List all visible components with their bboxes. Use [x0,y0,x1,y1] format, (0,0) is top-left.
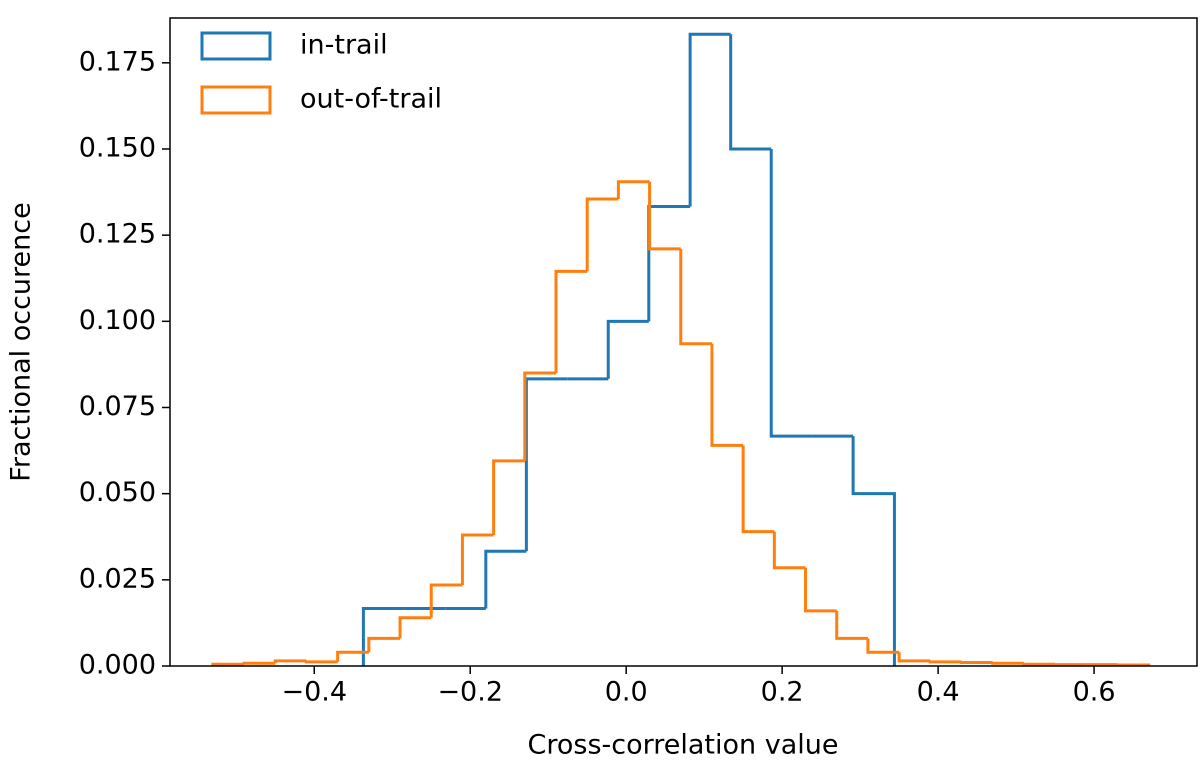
histogram-bin [367,636,401,653]
histogram-bin [866,638,900,654]
y-tick-label: 0.125 [79,219,156,250]
histogram-bin [851,436,896,666]
x-tick-label: 0.2 [761,677,804,708]
y-tick-label: 0.025 [79,563,156,594]
histogram-bin [769,148,813,438]
histogram-bin [960,661,993,665]
x-tick-label: 0.4 [917,677,960,708]
x-tick-label: 0.6 [1073,677,1116,708]
x-tick-label: −0.4 [281,677,347,708]
histogram-bin [304,660,338,664]
histogram-bin [585,197,619,272]
y-tick-label: 0.150 [79,132,156,163]
x-tick-label: −0.2 [437,677,503,708]
histogram-bin [523,371,557,461]
legend-swatch [200,85,272,115]
histogram-bin [554,269,588,374]
legend-label: out-of-trail [300,84,442,115]
x-tick-label: 0.0 [605,677,648,708]
histogram-bin [429,583,463,618]
histogram-bin [729,34,772,151]
x-axis-label: Cross-correlation value [528,730,839,761]
histogram-bin [460,533,494,585]
histogram-bin [772,531,806,570]
legend-label: in-trail [300,30,388,61]
histogram-bin [991,661,1024,665]
histogram-bin [679,248,712,346]
histogram-bin [741,445,775,534]
y-tick-label: 0.175 [79,46,156,77]
plot-frame [169,17,1198,667]
histogram-bin [273,659,307,664]
y-tick-label: 0.075 [79,391,156,422]
y-tick-label: 0.050 [79,477,156,508]
histogram-bin [688,32,731,207]
histogram-bin [242,661,276,665]
histogram-bin [361,606,404,666]
histogram-bin [524,377,568,552]
histogram-bin [804,567,837,613]
histogram-bin [616,180,650,199]
histogram-bin [647,205,691,322]
y-tick-label: 0.100 [79,305,156,336]
histogram-bin [928,660,962,664]
histogram-bin [398,616,432,639]
histogram-bin [336,650,369,662]
y-axis-label: Fractional occurence [6,202,37,481]
y-tick-label: 0.000 [79,650,156,681]
legend-swatch [200,31,272,61]
histogram-bin [710,343,744,447]
histogram-bin [492,459,525,536]
histogram-bin [484,549,527,609]
histogram-bin [648,181,681,251]
histogram-bin [897,652,931,663]
histogram-bin [1022,662,1056,666]
histogram-bin [606,319,649,379]
histogram-bin [835,610,868,640]
